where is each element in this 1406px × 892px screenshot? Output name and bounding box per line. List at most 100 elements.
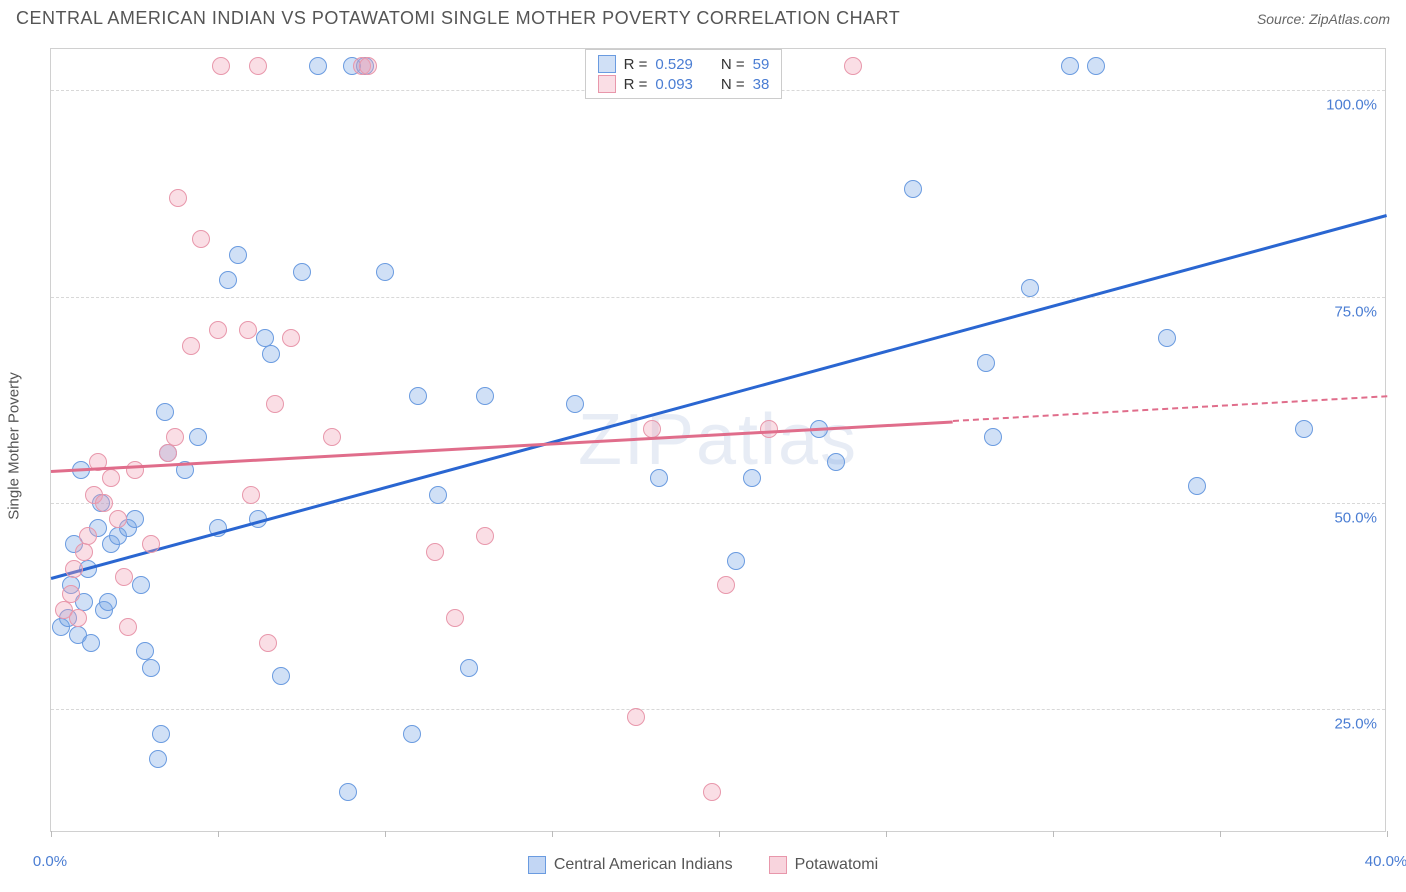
n-value: 59 [753, 56, 770, 73]
r-label: R = [624, 56, 648, 73]
data-point [79, 527, 97, 545]
data-point [904, 180, 922, 198]
x-tick-mark [218, 831, 219, 837]
data-point [359, 57, 377, 75]
data-point [152, 725, 170, 743]
data-point [212, 57, 230, 75]
stats-row: R = 0.529 N = 59 [598, 54, 770, 74]
data-point [119, 618, 137, 636]
n-label: N = [721, 76, 745, 93]
n-label: N = [721, 56, 745, 73]
data-point [126, 461, 144, 479]
data-point [219, 271, 237, 289]
data-point [703, 783, 721, 801]
data-point [82, 634, 100, 652]
data-point [743, 469, 761, 487]
data-point [827, 453, 845, 471]
trend-line-extrapolated [953, 396, 1387, 423]
x-tick-mark [552, 831, 553, 837]
data-point [149, 750, 167, 768]
trend-line [51, 214, 1388, 580]
y-tick-label: 75.0% [1334, 303, 1377, 320]
data-point [1158, 329, 1176, 347]
legend-swatch [528, 856, 546, 874]
r-label: R = [624, 76, 648, 93]
x-tick-mark [51, 831, 52, 837]
x-tick-mark [1387, 831, 1388, 837]
data-point [1021, 279, 1039, 297]
r-value: 0.529 [655, 56, 693, 73]
data-point [242, 486, 260, 504]
data-point [282, 329, 300, 347]
data-point [95, 494, 113, 512]
legend-item: Potawatomi [769, 856, 879, 874]
data-point [717, 576, 735, 594]
data-point [182, 337, 200, 355]
x-tick-label: 40.0% [1365, 853, 1406, 870]
series-swatch [598, 75, 616, 93]
x-tick-mark [385, 831, 386, 837]
data-point [339, 783, 357, 801]
data-point [209, 321, 227, 339]
y-tick-label: 100.0% [1326, 97, 1377, 114]
data-point [1188, 477, 1206, 495]
data-point [650, 469, 668, 487]
data-point [169, 189, 187, 207]
data-point [446, 609, 464, 627]
source-name: ZipAtlas.com [1309, 11, 1390, 27]
data-point [189, 428, 207, 446]
r-value: 0.093 [655, 76, 693, 93]
data-point [266, 395, 284, 413]
data-point [75, 543, 93, 561]
data-point [627, 708, 645, 726]
data-point [132, 576, 150, 594]
data-point [293, 263, 311, 281]
data-point [166, 428, 184, 446]
legend-item: Central American Indians [528, 856, 733, 874]
data-point [102, 469, 120, 487]
data-point [69, 609, 87, 627]
data-point [62, 585, 80, 603]
data-point [376, 263, 394, 281]
y-tick-label: 25.0% [1334, 716, 1377, 733]
data-point [566, 395, 584, 413]
data-point [142, 535, 160, 553]
x-tick-label: 0.0% [33, 853, 67, 870]
title-bar: CENTRAL AMERICAN INDIAN VS POTAWATOMI SI… [0, 0, 1406, 33]
data-point [109, 510, 127, 528]
legend-label: Central American Indians [554, 856, 733, 874]
y-tick-label: 50.0% [1334, 509, 1377, 526]
data-point [239, 321, 257, 339]
data-point [65, 560, 83, 578]
data-point [476, 527, 494, 545]
data-point [1295, 420, 1313, 438]
legend-swatch [769, 856, 787, 874]
trend-line [51, 420, 953, 472]
source-credit: Source: ZipAtlas.com [1257, 11, 1390, 27]
legend-label: Potawatomi [795, 856, 879, 874]
series-swatch [598, 55, 616, 73]
data-point [159, 444, 177, 462]
data-point [977, 354, 995, 372]
chart-title: CENTRAL AMERICAN INDIAN VS POTAWATOMI SI… [16, 8, 900, 29]
data-point [115, 568, 133, 586]
data-point [272, 667, 290, 685]
data-point [409, 387, 427, 405]
x-tick-mark [1053, 831, 1054, 837]
data-point [142, 659, 160, 677]
data-point [643, 420, 661, 438]
x-tick-mark [719, 831, 720, 837]
data-point [323, 428, 341, 446]
y-axis-title: Single Mother Poverty [6, 372, 23, 520]
data-point [156, 403, 174, 421]
scatter-chart: ZIPatlas 25.0%50.0%75.0%100.0%R =0.529N … [50, 48, 1386, 832]
data-point [426, 543, 444, 561]
data-point [844, 57, 862, 75]
gridline [51, 709, 1385, 710]
gridline [51, 297, 1385, 298]
data-point [126, 510, 144, 528]
data-point [984, 428, 1002, 446]
data-point [1061, 57, 1079, 75]
data-point [1087, 57, 1105, 75]
data-point [136, 642, 154, 660]
